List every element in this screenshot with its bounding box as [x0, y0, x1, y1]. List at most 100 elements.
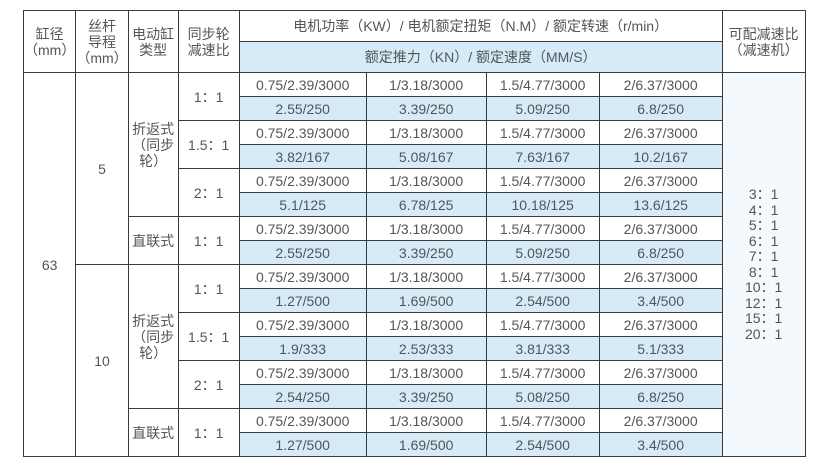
motor-cell: 1/3.18/3000 [365, 264, 487, 289]
motor-cell: 2/6.37/3000 [598, 312, 723, 337]
table-row: 2：1 0.75/2.39/3000 1/3.18/3000 1.5/4.77/300… [24, 168, 806, 217]
table-row: 直联式 1：1 0.75/2.39/3000 1/3.18/3000 1.5/4.77/… [24, 216, 806, 265]
thrust-cell: 1.27/500 [238, 288, 367, 313]
thrust-cell: 5.1/333 [598, 336, 723, 361]
reducer-ratio: 12：1 [744, 294, 783, 311]
motor-cell: 0.75/2.39/3000 [238, 168, 367, 193]
thrust-cell: 3.82/167 [238, 144, 367, 169]
motor-cell: 2/6.37/3000 [598, 168, 723, 193]
ratio-cell: 1：1 [177, 216, 240, 265]
thrust-cell: 2.55/250 [238, 240, 367, 265]
header-bore: 缸径 （mm） [22, 10, 77, 73]
thrust-cell: 3.81/333 [485, 336, 600, 361]
type-cell: 折返式 （同步 轮） [127, 264, 179, 409]
motor-cell: 1.5/4.77/3000 [485, 264, 600, 289]
thrust-cell: 3.4/500 [598, 432, 723, 457]
motor-cell: 1/3.18/3000 [365, 360, 487, 385]
table-row: 3.82/167 5.08/167 7.63/167 10.2/167 [24, 144, 806, 169]
ratio-cell: 2：1 [177, 168, 240, 217]
thrust-cell: 2.54/250 [238, 384, 367, 409]
table-row: 1.9/333 2.53/333 3.81/333 5.1/333 [24, 336, 806, 361]
motor-cell: 1.5/4.77/3000 [485, 312, 600, 337]
thrust-cell: 1.69/500 [365, 432, 487, 457]
header-thrust: 额定推力（KN）/ 额定速度（MM/S） [238, 41, 723, 73]
table-row: 1.5：1 0.75/2.39/3000 1/3.18/3000 1.5/4.77/3… [24, 312, 806, 361]
reducer-ratio: 3：1 [748, 186, 779, 202]
motor-cell: 0.75/2.39/3000 [238, 216, 367, 241]
thrust-cell: 10.2/167 [598, 144, 723, 169]
lead-cell: 5 [75, 72, 129, 265]
thrust-cell: 3.4/500 [598, 288, 723, 313]
thrust-cell: 6.8/250 [598, 96, 723, 121]
motor-cell: 2/6.37/3000 [598, 408, 723, 433]
motor-cell: 1/3.18/3000 [365, 168, 487, 193]
ratio-cell: 1：1 [177, 72, 240, 121]
thrust-cell: 6.8/250 [598, 384, 723, 409]
table-row: 1.5：1 0.75/2.39/3000 1/3.18/3000 1.5/4.77/3… [24, 120, 806, 169]
thrust-cell: 13.6/125 [598, 192, 723, 217]
thrust-cell: 1.27/500 [238, 432, 367, 457]
reducer-ratio: 10：1 [744, 279, 783, 295]
thrust-cell: 6.78/125 [365, 192, 487, 217]
reducer-ratio: 5：1 [748, 217, 779, 233]
thrust-cell: 5.1/125 [238, 192, 367, 217]
motor-cell: 1.5/4.77/3000 [485, 360, 600, 385]
ratio-cell: 1：1 [177, 264, 240, 313]
motor-cell: 1/3.18/3000 [365, 216, 487, 241]
header-reducer: 可配减速比 （减速机） [721, 10, 806, 73]
thrust-cell: 1.9/333 [238, 336, 367, 361]
table-row: 2.54/250 3.39/250 5.08/250 6.8/250 [24, 384, 806, 409]
motor-cell: 1/3.18/3000 [365, 72, 487, 97]
motor-cell: 0.75/2.39/3000 [238, 408, 367, 433]
motor-cell: 2/6.37/3000 [598, 216, 723, 241]
table-row: 2.55/250 3.39/250 5.09/250 6.8/250 [24, 96, 806, 121]
motor-cell: 0.75/2.39/3000 [238, 360, 367, 385]
motor-cell: 1.5/4.77/3000 [485, 216, 600, 241]
thrust-cell: 7.63/167 [485, 144, 600, 169]
motor-cell: 1/3.18/3000 [365, 408, 487, 433]
header-motor: 电机功率（KW）/ 电机额定扭矩（N.M）/ 额定转速（r/min） [238, 10, 723, 42]
table-row: 63 5 折返式 （同步 轮） 1：1 0.75/2.39/3000 1/3.18/300… [22, 72, 806, 457]
ratio-cell: 2：1 [177, 360, 240, 409]
motor-cell: 1.5/4.77/3000 [485, 120, 600, 145]
reducer-ratios-cell: 3：1 4：1 5：1 6：1 7：1 8：1 10：1 12：1 15：1 20：1 [721, 72, 806, 457]
header-ratio: 同步轮 减速比 [177, 10, 240, 73]
thrust-cell: 2.55/250 [238, 96, 367, 121]
thrust-cell: 3.39/250 [365, 240, 487, 265]
motor-cell: 0.75/2.39/3000 [238, 264, 367, 289]
reducer-ratio: 20：1 [744, 325, 783, 342]
motor-cell: 1.5/4.77/3000 [485, 72, 600, 97]
table-row: 1.27/500 1.69/500 2.54/500 3.4/500 [24, 432, 806, 457]
reducer-ratio: 4：1 [748, 201, 779, 218]
reducer-ratio: 7：1 [748, 248, 779, 264]
motor-cell: 0.75/2.39/3000 [238, 312, 367, 337]
reducer-ratio: 8：1 [748, 263, 779, 280]
thrust-cell: 2.53/333 [365, 336, 487, 361]
type-cell: 直联式 [127, 216, 179, 265]
table-row: 5.1/125 6.78/125 10.18/125 13.6/125 [24, 192, 806, 217]
motor-cell: 1.5/4.77/3000 [485, 168, 600, 193]
table-row: 2.55/250 3.39/250 5.09/250 6.8/250 [24, 240, 806, 265]
thrust-cell: 10.18/125 [485, 192, 600, 217]
motor-cell: 1/3.18/3000 [365, 312, 487, 337]
ratio-cell: 1.5：1 [177, 312, 240, 361]
thrust-cell: 6.8/250 [598, 240, 723, 265]
table-row: 直联式 1：1 0.75/2.39/3000 1/3.18/3000 1.5/4.77/… [24, 408, 806, 457]
thrust-cell: 3.39/250 [365, 96, 487, 121]
table-row: 10 折返式 （同步 轮） 1：1 0.75/2.39/3000 1/3.18/3000… [24, 264, 806, 457]
motor-cell: 2/6.37/3000 [598, 120, 723, 145]
motor-cell: 0.75/2.39/3000 [238, 72, 367, 97]
motor-cell: 0.75/2.39/3000 [238, 120, 367, 145]
reducer-ratio: 6：1 [748, 232, 779, 249]
type-cell: 直联式 [127, 408, 179, 457]
thrust-cell: 5.08/167 [365, 144, 487, 169]
motor-cell: 1.5/4.77/3000 [485, 408, 600, 433]
thrust-cell: 3.39/250 [365, 384, 487, 409]
motor-cell: 1/3.18/3000 [365, 120, 487, 145]
lead-cell: 10 [75, 264, 129, 457]
motor-cell: 2/6.37/3000 [598, 360, 723, 385]
thrust-cell: 2.54/500 [485, 432, 600, 457]
thrust-cell: 5.09/250 [485, 240, 600, 265]
thrust-cell: 1.69/500 [365, 288, 487, 313]
thrust-cell: 5.08/250 [485, 384, 600, 409]
